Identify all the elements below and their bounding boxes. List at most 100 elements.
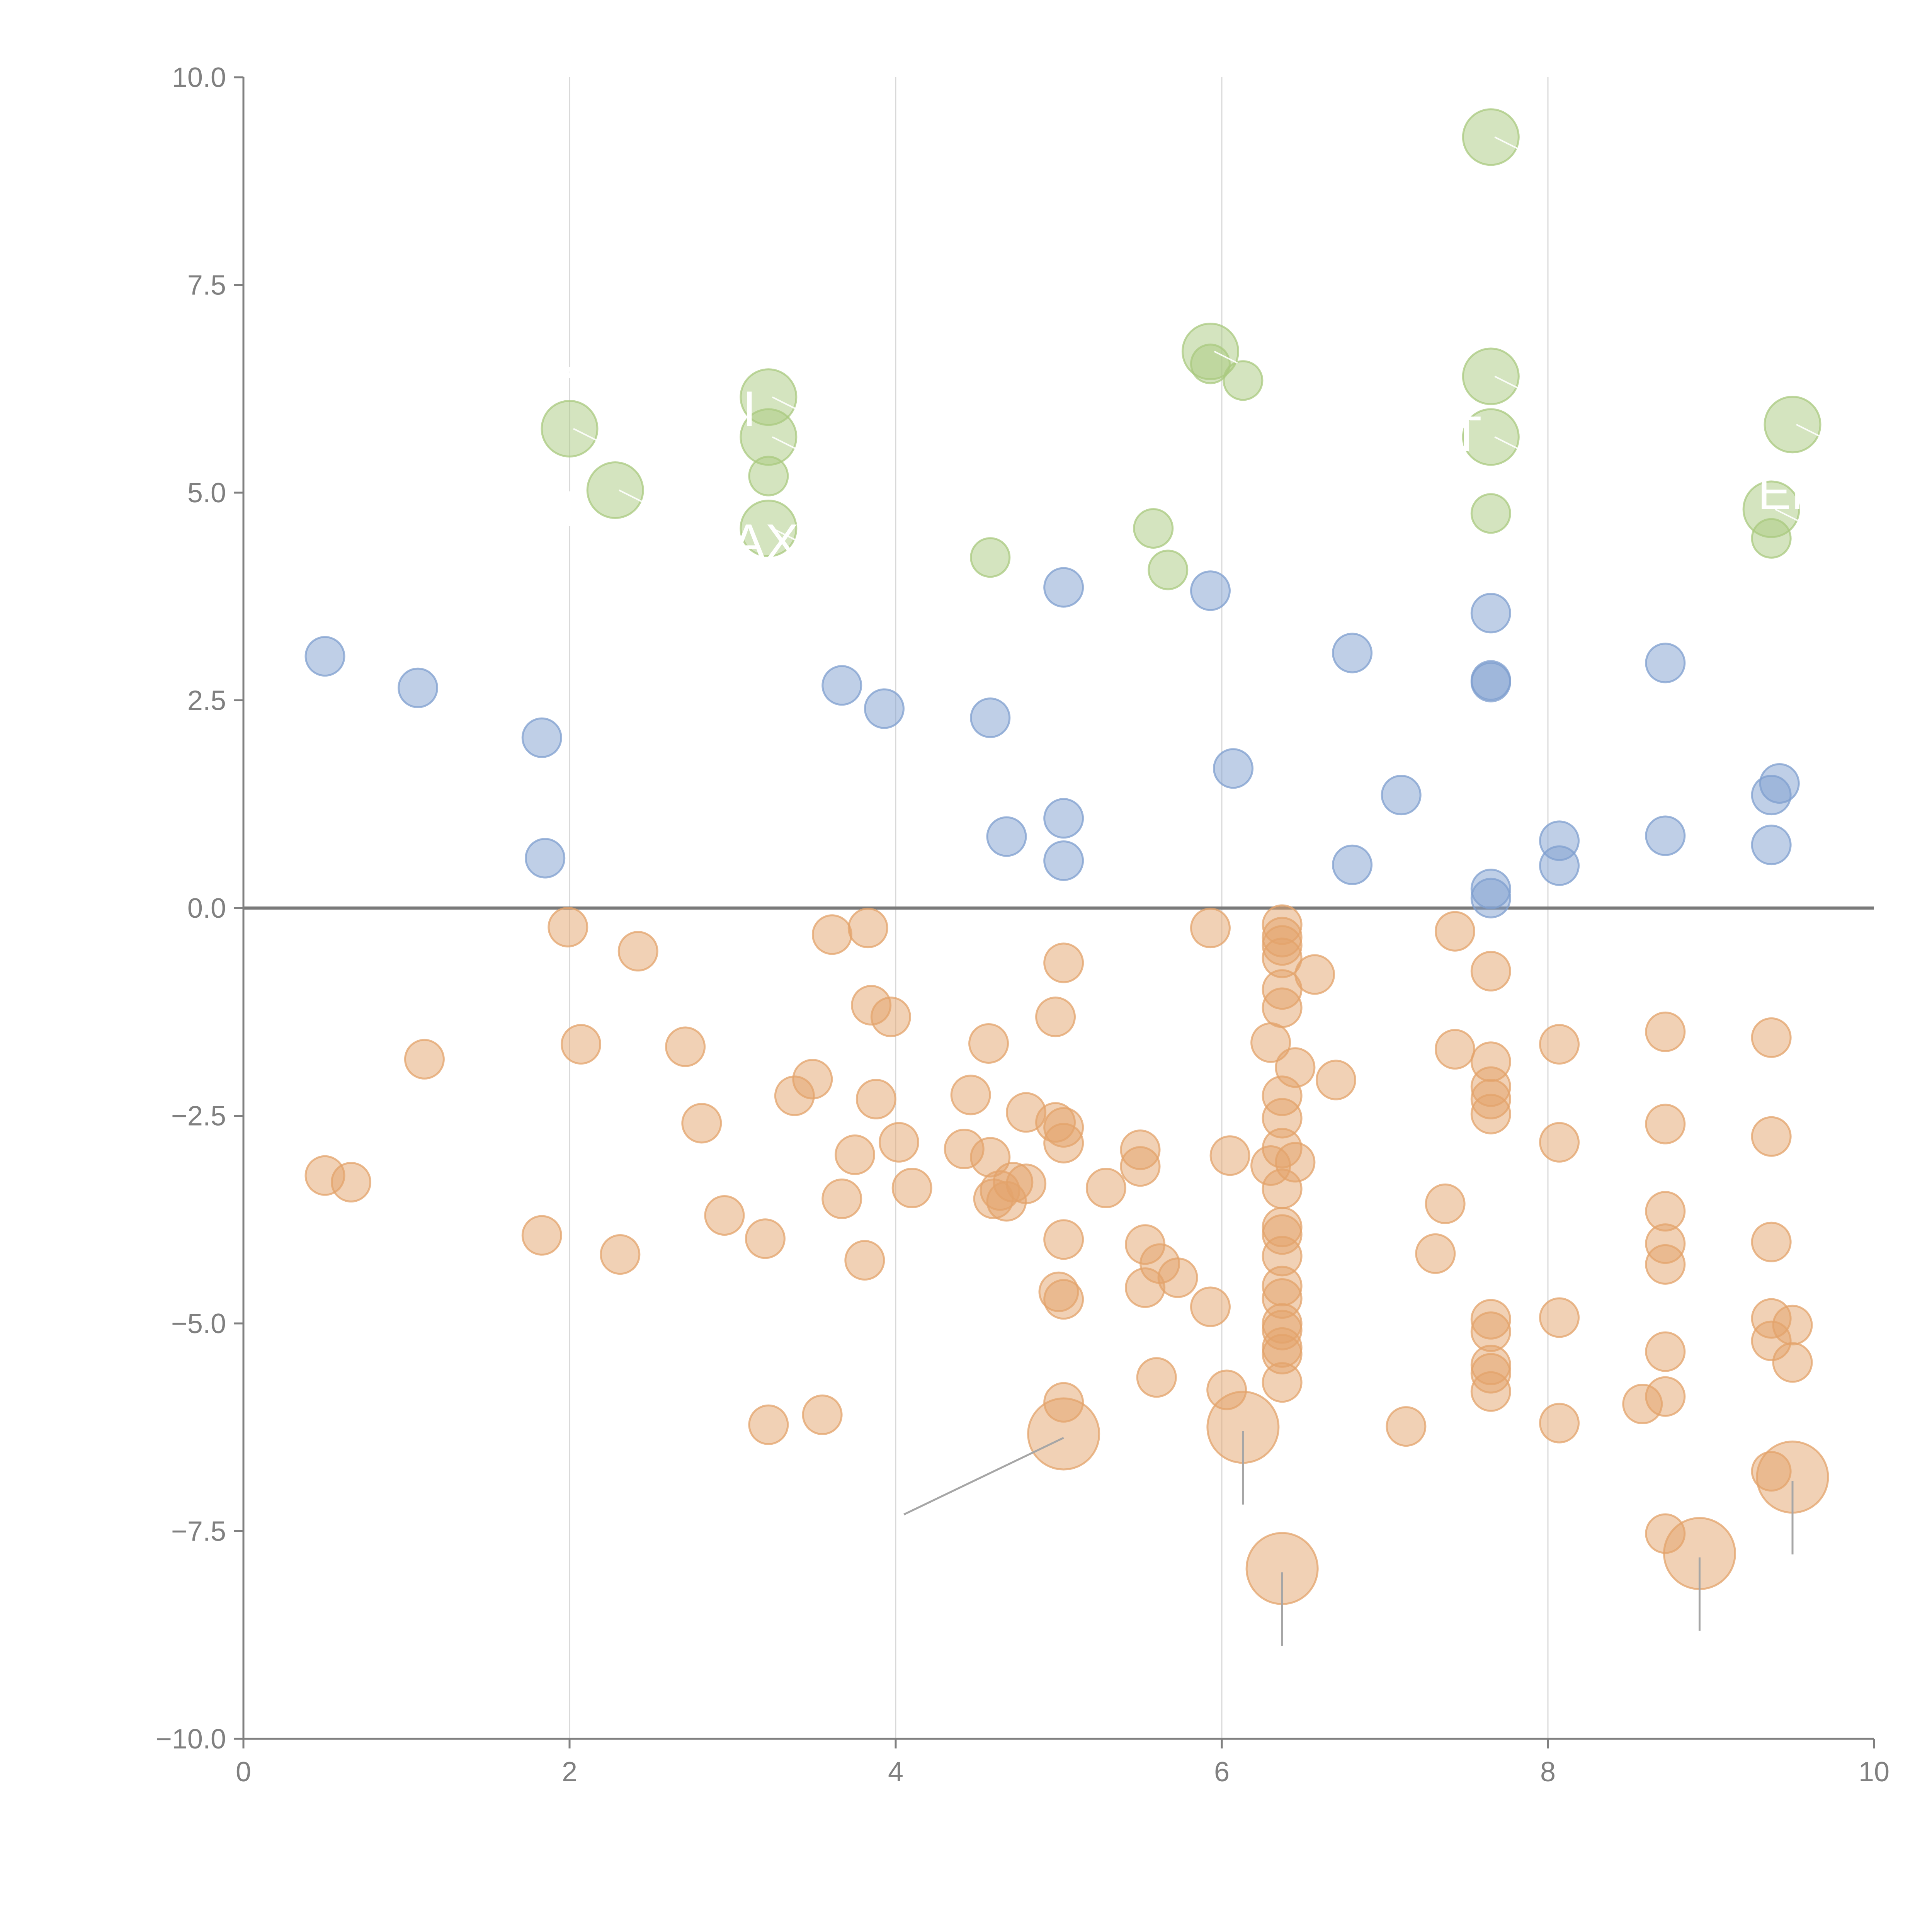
point-blue-9 (1043, 798, 1084, 839)
y-tick-label: 5.0 (187, 478, 226, 509)
point-orange-3 (521, 1215, 562, 1256)
point-orange-2 (404, 1039, 445, 1080)
point-blue-15 (1381, 775, 1422, 816)
point-orange-54 (1190, 1286, 1231, 1327)
point-orange-1 (331, 1162, 372, 1202)
x-tick-label: 6 (1214, 1757, 1230, 1787)
point-orange-88 (1470, 951, 1511, 992)
point-orange-17 (821, 1179, 862, 1219)
annotation-0: T (554, 480, 585, 537)
series-green (541, 108, 1821, 590)
point-orange-80 (1275, 1047, 1316, 1088)
point-orange-104 (1645, 1104, 1686, 1145)
point-orange-10 (704, 1195, 745, 1236)
leader-line-0 (903, 1437, 1064, 1515)
point-green-11 (586, 461, 644, 519)
point-orange-34 (1006, 1163, 1047, 1204)
x-tick-label: 4 (888, 1757, 903, 1787)
point-orange-14 (792, 1059, 833, 1100)
point-orange-79 (1275, 1142, 1316, 1183)
point-blue-1 (398, 667, 439, 708)
point-blue-3 (525, 838, 566, 879)
x-tick-label: 8 (1540, 1757, 1556, 1787)
point-blue-11 (1190, 570, 1231, 611)
point-orange-98 (1539, 1024, 1580, 1065)
point-orange-9 (681, 1103, 722, 1144)
axes (234, 76, 1875, 1748)
point-orange-39 (1043, 942, 1084, 983)
point-orange-53 (1190, 908, 1231, 949)
point-green-18 (970, 537, 1011, 578)
point-orange-78 (1262, 1362, 1303, 1403)
leader-line-green-9 (1796, 423, 1820, 437)
point-blue-22 (1539, 845, 1580, 886)
point-orange-85 (1425, 1183, 1466, 1224)
x-tick-label: 10 (1859, 1757, 1889, 1787)
point-orange-92 (1470, 1094, 1511, 1134)
point-orange-83 (1386, 1406, 1427, 1447)
point-orange-113 (1751, 1221, 1792, 1262)
point-blue-4 (821, 665, 862, 706)
leader-line-green-10 (1775, 509, 1799, 522)
leader-line-green-1 (1214, 350, 1238, 364)
point-orange-101 (1539, 1403, 1580, 1444)
annotation-6: EN (1758, 464, 1828, 520)
annotation-5: T (1451, 406, 1481, 462)
point-blue-5 (864, 688, 905, 729)
point-blue-13 (1332, 633, 1373, 673)
y-tick-label: −10.0 (156, 1724, 226, 1755)
point-green-3 (1223, 360, 1264, 401)
point-orange-97 (1470, 1371, 1511, 1412)
point-orange-15 (802, 1395, 843, 1435)
point-orange-6 (600, 1234, 641, 1275)
point-orange-109 (1645, 1376, 1686, 1417)
annotation-1: ’ (564, 356, 575, 412)
point-blue-20 (1470, 878, 1511, 918)
point-orange-18 (835, 1134, 875, 1175)
point-green-12 (1764, 396, 1821, 454)
point-orange-100 (1539, 1297, 1580, 1338)
x-tick-label: 2 (562, 1757, 577, 1787)
point-green-8 (748, 456, 789, 497)
point-orange-108 (1645, 1331, 1686, 1372)
point-orange-16 (811, 914, 852, 955)
point-orange-86 (1434, 911, 1475, 952)
y-tick-label: 2.5 (187, 685, 226, 716)
point-blue-27 (1751, 825, 1792, 866)
y-tick-label: −5.0 (171, 1308, 226, 1339)
point-orange-64 (1262, 987, 1303, 1028)
point-orange-7 (617, 931, 658, 972)
point-orange-8 (665, 1026, 706, 1067)
point-orange-19 (844, 1240, 885, 1281)
leader-line-green-3 (1494, 436, 1519, 449)
point-orange-87 (1434, 1029, 1475, 1070)
point-blue-6 (970, 697, 1011, 738)
point-orange-27 (950, 1075, 991, 1116)
point-blue-23 (1645, 643, 1686, 684)
point-orange-4 (548, 906, 588, 947)
point-orange-117 (1772, 1304, 1813, 1345)
point-orange-24 (878, 1122, 919, 1163)
point-orange-107 (1645, 1244, 1686, 1285)
y-tick-label: 10.0 (172, 62, 226, 93)
leader-line-green-5 (772, 436, 796, 449)
point-blue-2 (521, 717, 562, 758)
annotations: T ’ EI AX T EN (554, 356, 1827, 570)
point-green-14 (1751, 518, 1792, 559)
point-orange-84 (1415, 1233, 1456, 1274)
point-orange-45 (1085, 1168, 1126, 1209)
point-orange-41 (1043, 1122, 1084, 1163)
point-blue-8 (1043, 567, 1084, 608)
annotation-leaders (573, 136, 1820, 1646)
point-orange-118 (1772, 1342, 1813, 1383)
point-orange-103 (1645, 1011, 1686, 1052)
leader-line-green-2 (1494, 376, 1519, 389)
series-blue (304, 567, 1800, 918)
series-orange (304, 904, 1829, 1605)
leader-line-green-0 (1494, 136, 1519, 150)
point-orange-52 (1157, 1257, 1198, 1298)
point-blue-14 (1332, 844, 1373, 885)
point-blue-16 (1470, 593, 1511, 634)
y-tick-label: 0.0 (187, 893, 226, 924)
